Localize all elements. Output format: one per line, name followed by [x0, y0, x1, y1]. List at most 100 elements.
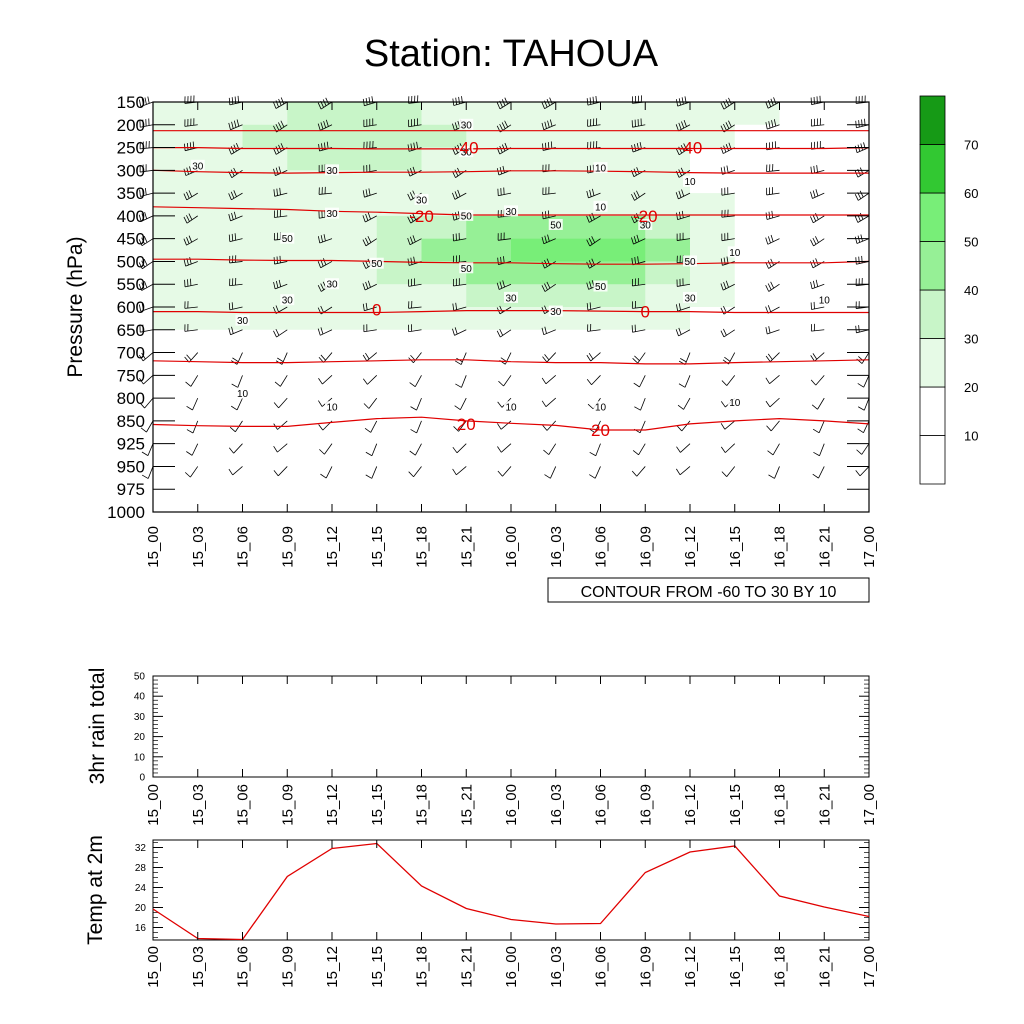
wind-barb-feather: [320, 354, 326, 361]
wind-barb-feather: [367, 236, 372, 243]
shade-cell: [421, 261, 467, 285]
shade-cell: [197, 238, 243, 262]
wind-barb: [859, 466, 870, 477]
contour-info-box: CONTOUR FROM -60 TO 30 BY 10: [547, 577, 870, 603]
colorbar-box: [919, 338, 946, 388]
wind-barb: [768, 283, 780, 292]
wind-barb-feather: [323, 120, 327, 128]
shade-cell: [600, 124, 646, 149]
wind-barb: [192, 420, 199, 434]
wind-barb-feather: [231, 302, 234, 310]
shade-cell: [824, 261, 870, 285]
wind-barb-feather: [589, 281, 592, 289]
wind-barb-feather: [636, 234, 640, 242]
wind-barb: [365, 238, 377, 247]
wind-barb-feather: [678, 327, 682, 335]
wind-barb: [229, 261, 243, 264]
wind-barb: [632, 124, 646, 128]
shade-cell: [287, 124, 333, 149]
shade-cell: [824, 170, 870, 194]
wind-barb-feather: [231, 383, 238, 388]
wind-barb-feather: [631, 216, 635, 224]
chart-title: Station: TAHOUA: [364, 33, 659, 75]
wind-barb-feather: [586, 282, 589, 290]
shade-cell: [287, 443, 333, 467]
shade-cell: [511, 466, 557, 490]
wind-barb: [408, 306, 422, 309]
wind-barb: [323, 352, 333, 363]
pressure-axis: 1502002503003504004505005506006507007508…: [64, 93, 869, 522]
wind-barb: [811, 329, 825, 332]
wind-barb: [453, 238, 467, 242]
wind-barb: [767, 329, 780, 335]
wind-barb-feather: [854, 170, 859, 178]
wind-barb-feather: [317, 285, 322, 292]
wind-barb-feather: [320, 122, 324, 130]
wind-barb-feather: [138, 214, 142, 222]
contour-label-bg: [235, 387, 250, 399]
shade-cell: [734, 375, 780, 399]
wind-barb-feather: [364, 427, 371, 433]
wind-barb: [819, 443, 825, 456]
wind-barb-feather: [454, 360, 462, 365]
wind-barb: [454, 329, 467, 336]
shade-cell: [645, 375, 691, 399]
wind-barb-feather: [497, 470, 503, 477]
wind-barb-feather: [720, 102, 725, 110]
shade-cell: [332, 352, 378, 376]
wind-barb-feather: [365, 237, 369, 245]
colorbar-box: [919, 144, 946, 194]
wind-barb: [863, 397, 870, 411]
shade-cell: [197, 102, 243, 126]
y-tick-label: 300: [117, 161, 145, 180]
shade-cell: [779, 329, 825, 354]
shade-cell: [645, 215, 691, 240]
wind-barb: [501, 443, 512, 453]
wind-barb-feather: [767, 305, 772, 312]
wind-barb: [190, 466, 199, 478]
wind-barb-feather: [147, 96, 150, 104]
wind-barb: [408, 329, 422, 333]
wind-barb-feather: [855, 470, 861, 477]
wind-barb-feather: [320, 235, 323, 243]
shade-cell: [466, 102, 512, 126]
wind-barb-feather: [676, 446, 681, 453]
contour-label-bg: [593, 401, 608, 413]
wind-barb: [636, 466, 646, 477]
wind-barb: [814, 352, 825, 362]
colorbar-label: 40: [964, 283, 978, 298]
wind-barb-feather: [860, 143, 863, 151]
wind-barb-feather: [368, 97, 371, 105]
shade-cell: [197, 215, 243, 240]
y-tick-label: 20: [135, 903, 147, 914]
wind-barb-feather: [812, 353, 818, 360]
wind-barb-feather: [231, 97, 234, 105]
wind-barb-feather: [365, 189, 368, 197]
wind-barb-feather: [275, 146, 280, 154]
x-tick-label: 15_03: [190, 946, 207, 988]
shade-cell: [287, 307, 333, 331]
wind-barb-feather: [189, 257, 192, 265]
shade-cell: [734, 398, 780, 422]
shade-cell: [153, 147, 199, 171]
shade-cell: [466, 329, 512, 354]
shade-cell: [197, 170, 243, 194]
contour-label: 30: [416, 195, 428, 206]
shade-cell: [197, 420, 243, 445]
wind-barb-feather: [186, 405, 193, 411]
x-tick-label: 15_12: [324, 946, 341, 988]
shade-cell: [645, 398, 691, 422]
wind-barb: [813, 215, 825, 224]
contour-label: 50: [684, 257, 696, 268]
shade-cell: [645, 170, 691, 194]
wind-barb-feather: [228, 122, 231, 130]
shade-cell: [421, 238, 467, 262]
shade-cell: [332, 170, 378, 194]
wind-barb-feather: [633, 236, 637, 244]
wind-barb-feather: [367, 280, 371, 288]
shade-cell: [600, 102, 646, 126]
wind-barb-feather: [589, 451, 596, 457]
shade-cell: [332, 420, 378, 445]
wind-barb-feather: [230, 191, 235, 199]
wind-barb-feather: [773, 119, 777, 127]
